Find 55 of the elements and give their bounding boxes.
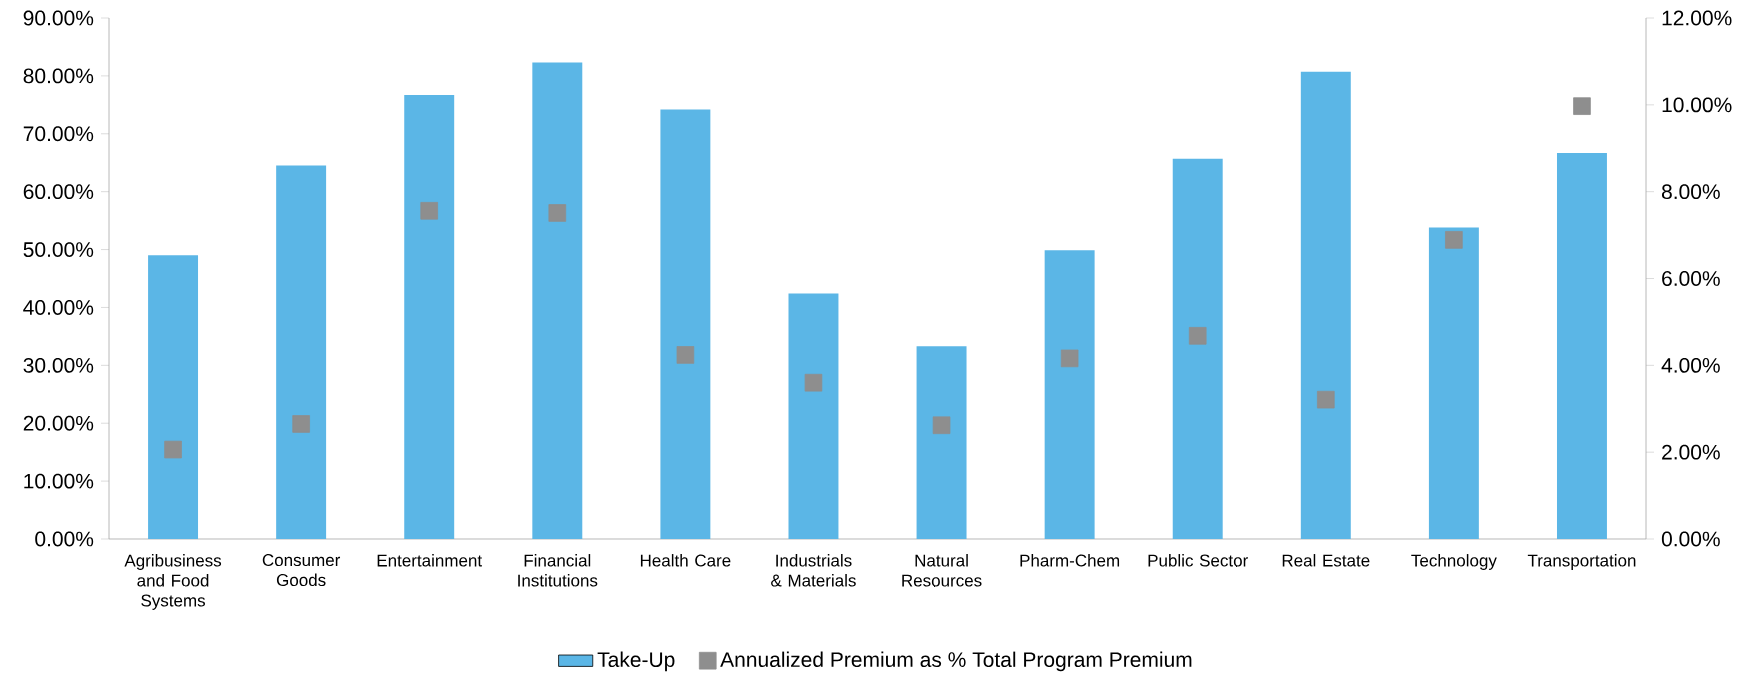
point	[548, 204, 567, 222]
x-tick-label: Natural Resources	[902, 554, 982, 587]
bar	[532, 62, 583, 539]
x-tick-label: Technology	[1411, 554, 1497, 570]
x-tick-label: Health Care	[640, 554, 731, 567]
y-tick-label: 70.00%	[23, 126, 94, 142]
x-tick-label: Pharm-Chem	[1020, 554, 1120, 567]
point	[804, 373, 823, 392]
point	[676, 346, 695, 364]
legend-label: Annualized Premium as % Total Program Premium	[720, 651, 1192, 672]
x-tick-label: Real Estate	[1282, 554, 1370, 567]
point	[164, 440, 182, 459]
y-tick-label: 80.00%	[23, 68, 94, 84]
bar	[788, 293, 839, 539]
bar	[660, 109, 711, 539]
y-tick-label: 40.00%	[23, 300, 94, 315]
y2-tick-label: 0.00%	[1661, 531, 1720, 547]
bar	[1044, 250, 1095, 539]
legend-label: Take-Up	[597, 651, 675, 672]
x-tick-label: Consumer Goods	[262, 554, 341, 587]
x-tick-label: Agribusiness and Food Systems	[124, 554, 222, 610]
x-tick-label: Entertainment	[377, 554, 483, 567]
y-tick-label: 0.00%	[35, 531, 94, 547]
point	[1060, 349, 1079, 368]
y-tick-label: 10.00%	[24, 473, 94, 489]
y-tick-label: 60.00%	[23, 184, 94, 200]
point	[1188, 327, 1207, 345]
bar	[1428, 227, 1479, 539]
y2-tick-label: 6.00%	[1662, 271, 1720, 286]
y2-tick-label: 4.00%	[1661, 357, 1720, 373]
bar	[276, 165, 327, 539]
y-tick-label: 20.00%	[23, 415, 94, 431]
bar	[404, 94, 455, 539]
point	[932, 416, 951, 435]
bar	[1300, 71, 1351, 539]
x-tick-label: Transportation	[1527, 554, 1636, 570]
y-tick-label: 90.00%	[23, 10, 94, 26]
point	[292, 415, 310, 433]
point	[1445, 231, 1463, 249]
y2-tick-label: 10.00%	[1662, 97, 1732, 113]
point	[1573, 97, 1591, 115]
y-tick-label: 30.00%	[23, 357, 94, 373]
x-tick-label: Industrials & Materials	[771, 554, 856, 587]
y2-tick-label: 8.00%	[1661, 184, 1720, 200]
y-tick-label: 50.00%	[23, 242, 94, 258]
point	[420, 201, 439, 220]
y2-tick-label: 2.00%	[1662, 444, 1720, 460]
x-tick-label: Financial Institutions	[518, 554, 598, 587]
bar	[916, 346, 967, 539]
bar	[1556, 152, 1607, 539]
y2-tick-label: 12.00%	[1662, 10, 1732, 26]
bar	[148, 255, 199, 539]
x-tick-label: Public Sector	[1148, 554, 1248, 567]
bar	[1172, 158, 1223, 539]
point	[1317, 390, 1335, 409]
